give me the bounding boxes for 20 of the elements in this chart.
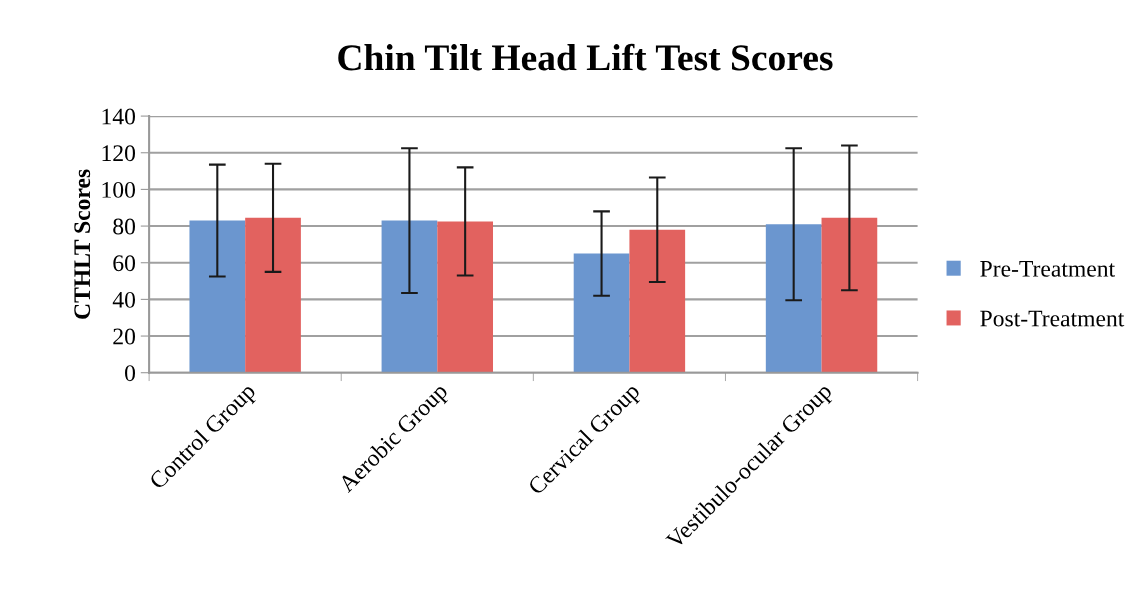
bar	[629, 229, 686, 373]
chart-title: Chin Tilt Head Lift Test Scores	[338, 43, 833, 71]
y-tick-label: 80	[113, 218, 136, 235]
y-tick-label: 20	[113, 328, 136, 345]
bar	[245, 217, 301, 373]
y-axis-title: CTHLT Scores	[74, 169, 91, 319]
bar	[765, 224, 822, 373]
bar	[189, 220, 246, 373]
bar	[573, 253, 630, 373]
legend-label: Pre-Treatment	[980, 261, 1115, 277]
y-tick-label: 0	[125, 365, 136, 382]
y-tick-label: 100	[102, 181, 136, 198]
y-tick-label: 120	[102, 145, 136, 162]
bar	[381, 220, 438, 373]
y-tick-label: 40	[112, 291, 136, 308]
bar	[437, 221, 494, 373]
bar	[821, 217, 878, 373]
legend-label: Post-Treatment	[980, 310, 1125, 327]
y-tick-label: 60	[113, 255, 136, 272]
y-tick-label: 140	[102, 108, 136, 125]
